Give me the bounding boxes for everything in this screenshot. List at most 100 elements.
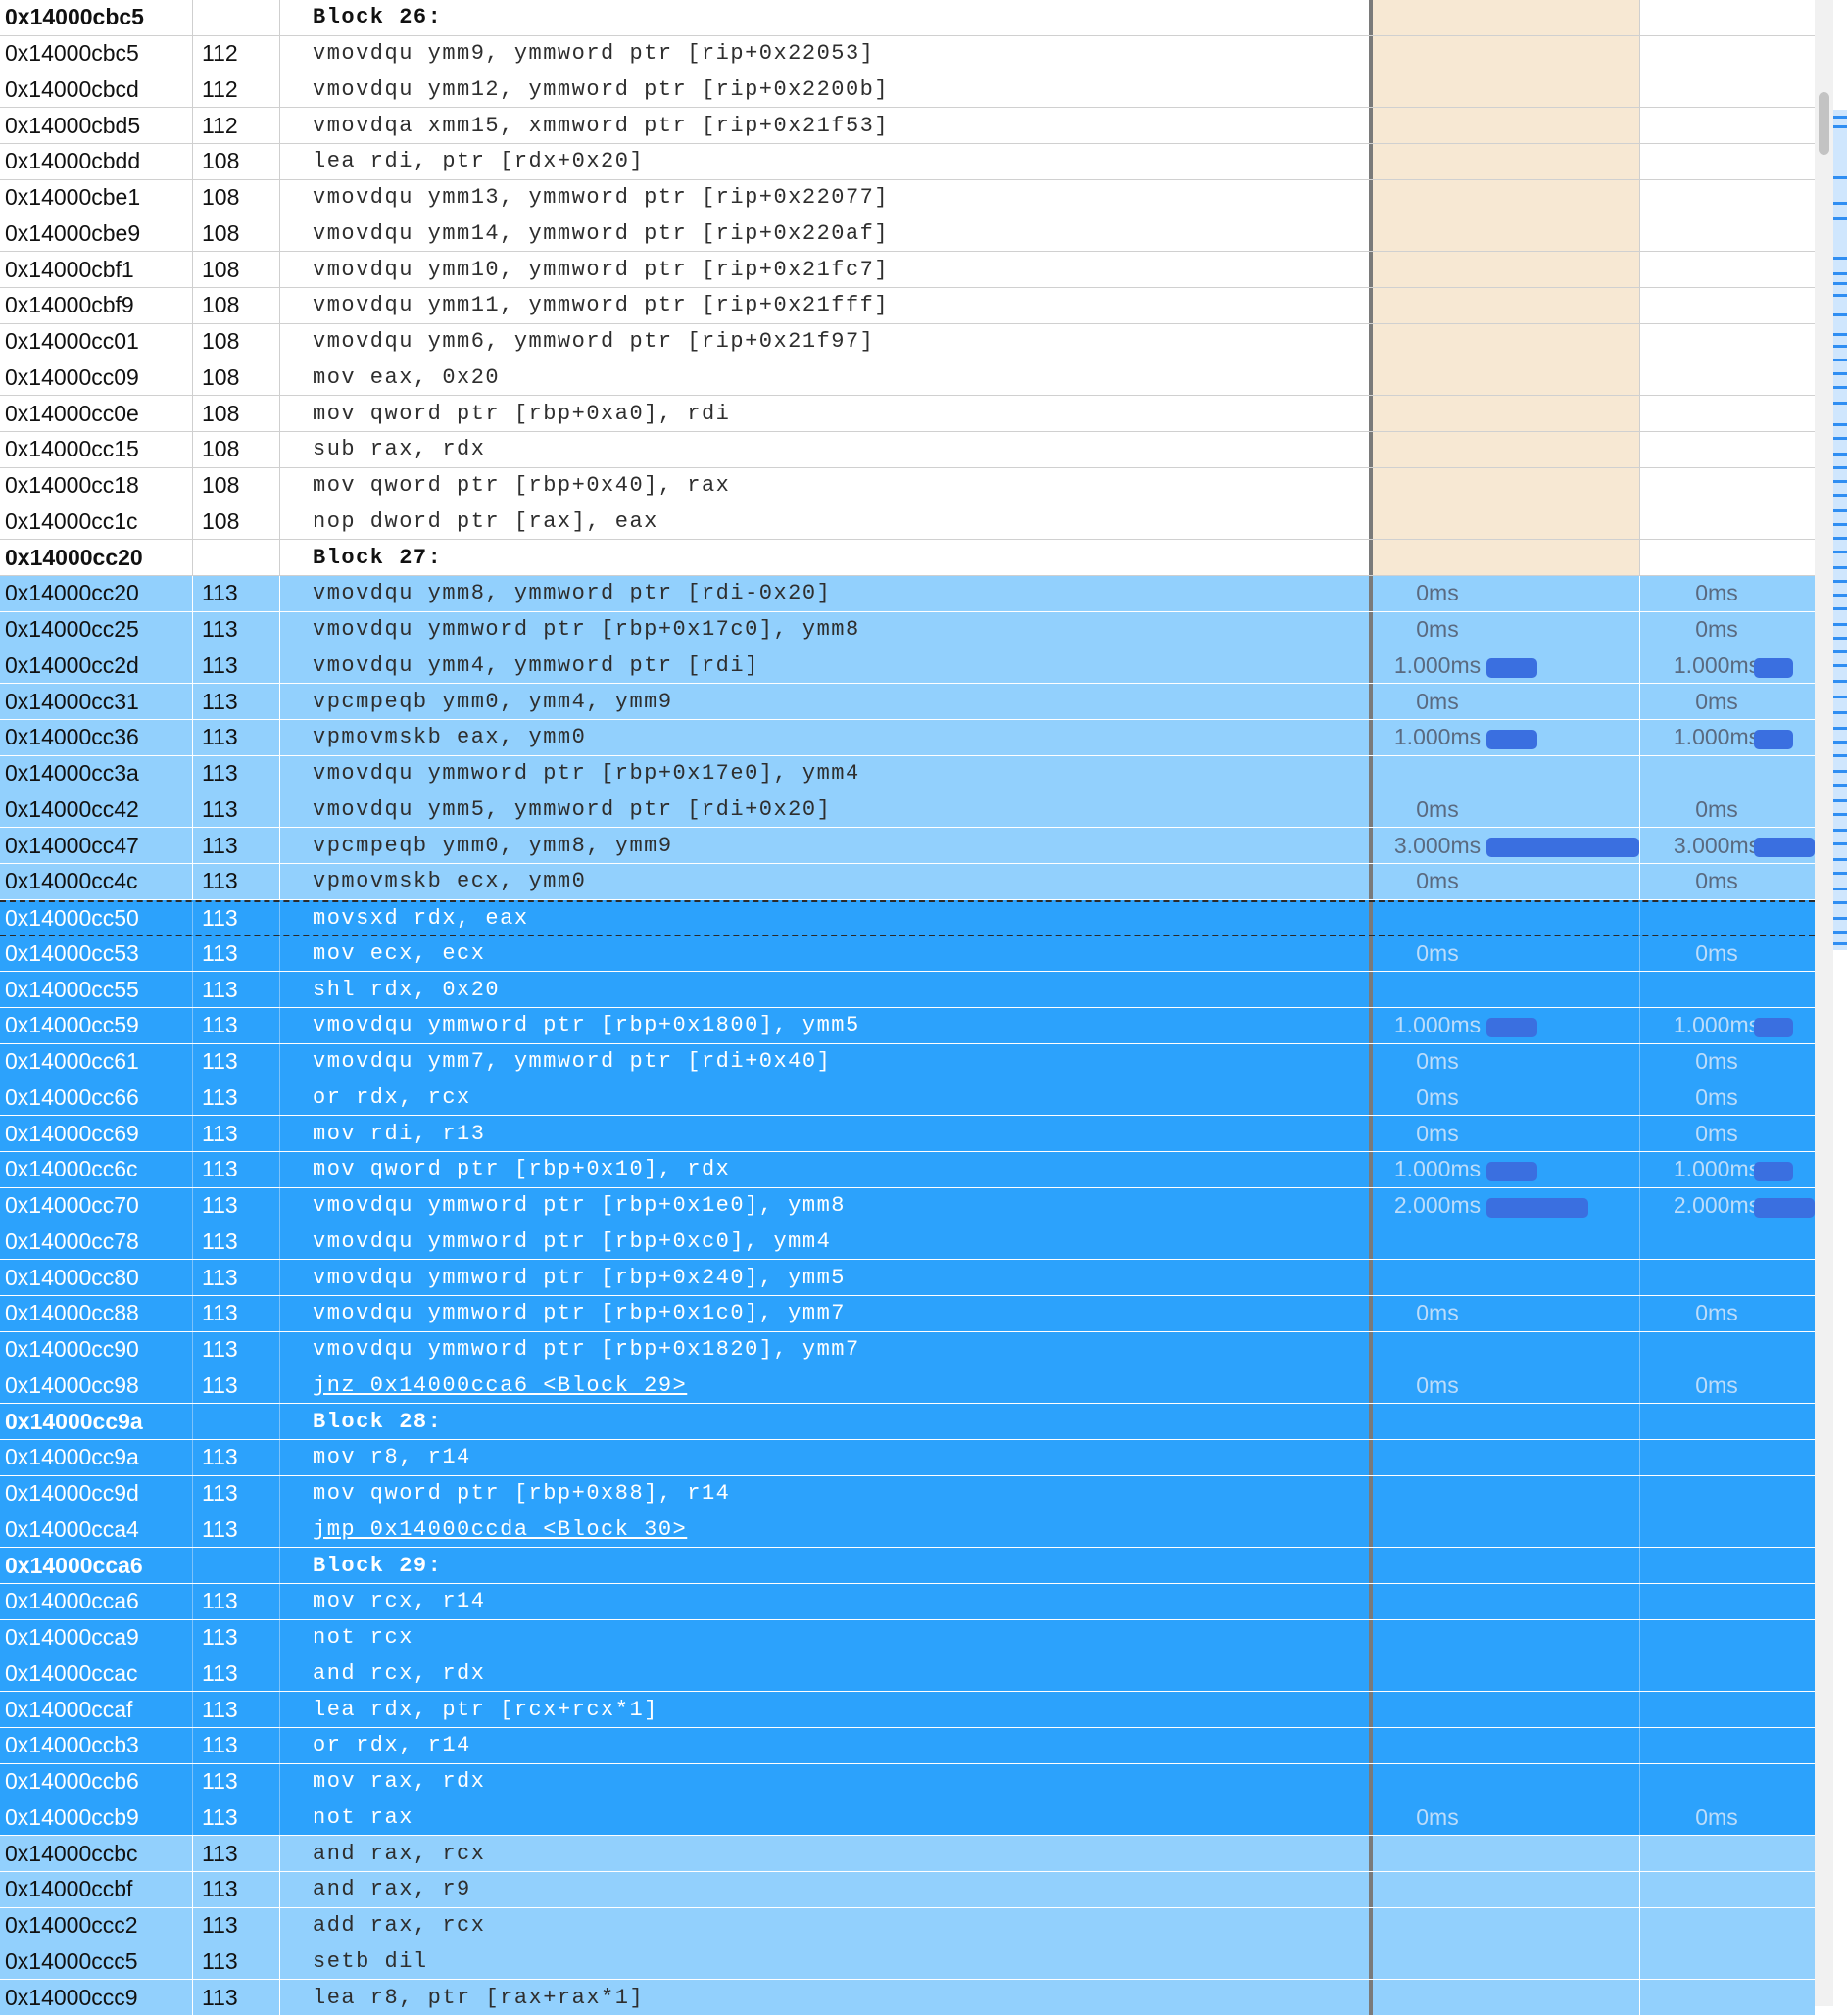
instruction-row[interactable]: 0x14000cbc5 112 vmovdqu ymm9, ymmword ptr … bbox=[0, 35, 1815, 72]
vertical-scrollbar[interactable] bbox=[1815, 0, 1833, 2006]
instruction-row[interactable]: 0x14000ccaf 113 lea rdx, ptr [rcx+rcx*1] bbox=[0, 1692, 1815, 1728]
time-value: 0ms bbox=[1695, 1371, 1738, 1398]
minimap-marker bbox=[1833, 931, 1847, 934]
block-header-row[interactable]: 0x14000cbc5 Block 26: bbox=[0, 0, 1815, 36]
minimap-marker bbox=[1833, 917, 1847, 920]
instruction-row[interactable]: 0x14000cbe1 108 vmovdqu ymm13, ymmword ptr… bbox=[0, 179, 1815, 216]
instruction-row[interactable]: 0x14000cc70 113 vmovdqu ymmword ptr [rbp+0… bbox=[0, 1187, 1815, 1224]
instruction-row[interactable]: 0x14000cbe9 108 vmovdqu ymm14, ymmword ptr… bbox=[0, 216, 1815, 253]
instruction-row[interactable]: 0x14000ccbf 113 and rax, r9 bbox=[0, 1872, 1815, 1908]
total-time-cell bbox=[1640, 1548, 1815, 1583]
self-time-cell bbox=[1369, 288, 1640, 323]
self-time-cell bbox=[1369, 901, 1640, 935]
source-line-cell: 113 bbox=[193, 1187, 280, 1224]
block-header-row[interactable]: 0x14000cc20 Block 27: bbox=[0, 540, 1815, 576]
instruction-row[interactable]: 0x14000cc61 113 vmovdqu ymm7, ymmword ptr … bbox=[0, 1043, 1815, 1080]
instruction-row[interactable]: 0x14000cc50 113 movsxd rdx, eax bbox=[0, 899, 1815, 936]
total-time-cell bbox=[1640, 432, 1815, 467]
minimap-marker bbox=[1833, 372, 1847, 375]
instruction-row[interactable]: 0x14000ccc2 113 add rax, rcx bbox=[0, 1907, 1815, 1944]
instruction-row[interactable]: 0x14000cc4c 113 vpmovmskb ecx, ymm0 0ms 0ms bbox=[0, 864, 1815, 900]
minimap-marker bbox=[1833, 650, 1847, 653]
self-time-cell bbox=[1369, 396, 1640, 431]
block-header-row[interactable]: 0x14000cca6 Block 29: bbox=[0, 1548, 1815, 1584]
time-value: 0ms bbox=[1695, 1803, 1738, 1830]
instruction-row[interactable]: 0x14000cc18 108 mov qword ptr [rbp+0x40], … bbox=[0, 467, 1815, 504]
instruction-row[interactable]: 0x14000cc98 113 jnz 0x14000cca6 <Block 29>… bbox=[0, 1368, 1815, 1405]
instruction-row[interactable]: 0x14000cca6 113 mov rcx, r14 bbox=[0, 1584, 1815, 1620]
block-header-row[interactable]: 0x14000cc9a Block 28: bbox=[0, 1404, 1815, 1440]
instruction-row[interactable]: 0x14000cbdd 108 lea rdi, ptr [rdx+0x20] bbox=[0, 144, 1815, 180]
instruction-row[interactable]: 0x14000cc20 113 vmovdqu ymm8, ymmword ptr … bbox=[0, 576, 1815, 612]
instruction-row[interactable]: 0x14000cc1c 108 nop dword ptr [rax], eax bbox=[0, 504, 1815, 541]
source-line-cell bbox=[193, 540, 280, 575]
instruction-row[interactable]: 0x14000cc53 113 mov ecx, ecx 0ms 0ms bbox=[0, 936, 1815, 973]
jump-target-link[interactable]: jnz 0x14000cca6 <Block 29> bbox=[313, 1372, 688, 1398]
time-bar bbox=[1754, 657, 1793, 678]
instruction-row[interactable]: 0x14000cc01 108 vmovdqu ymm6, ymmword ptr … bbox=[0, 323, 1815, 360]
instruction-row[interactable]: 0x14000cca9 113 not rcx bbox=[0, 1619, 1815, 1656]
instruction-cell: vpcmpeqb ymm0, ymm8, ymm9 bbox=[313, 833, 673, 858]
instruction-row[interactable]: 0x14000cc25 113 vmovdqu ymmword ptr [rbp+0… bbox=[0, 611, 1815, 648]
self-time-cell bbox=[1369, 108, 1640, 143]
source-line-cell: 113 bbox=[193, 1872, 280, 1907]
instruction-cell: setb dil bbox=[313, 1948, 428, 1974]
instruction-row[interactable]: 0x14000cc88 113 vmovdqu ymmword ptr [rbp+0… bbox=[0, 1296, 1815, 1332]
instruction-row[interactable]: 0x14000cc90 113 vmovdqu ymmword ptr [rbp+0… bbox=[0, 1331, 1815, 1368]
instruction-row[interactable]: 0x14000ccb9 113 not rax 0ms 0ms bbox=[0, 1800, 1815, 1837]
instruction-row[interactable]: 0x14000cc09 108 mov eax, 0x20 bbox=[0, 360, 1815, 397]
instruction-row[interactable]: 0x14000ccbc 113 and rax, rcx bbox=[0, 1836, 1815, 1872]
instruction-row[interactable]: 0x14000cc36 113 vpmovmskb eax, ymm0 1.000ms… bbox=[0, 720, 1815, 756]
minimap-marker bbox=[1833, 423, 1847, 426]
instruction-row[interactable]: 0x14000cbf9 108 vmovdqu ymm11, ymmword ptr… bbox=[0, 288, 1815, 324]
instruction-row[interactable]: 0x14000cc6c 113 mov qword ptr [rbp+0x10], … bbox=[0, 1152, 1815, 1188]
address-cell: 0x14000cc18 bbox=[0, 467, 193, 504]
instruction-row[interactable]: 0x14000ccb3 113 or rdx, r14 bbox=[0, 1728, 1815, 1764]
self-time-cell bbox=[1369, 72, 1640, 108]
total-time-cell: 0ms bbox=[1640, 1116, 1815, 1151]
total-time-cell: 0ms bbox=[1640, 1080, 1815, 1116]
source-line-cell: 113 bbox=[193, 1475, 280, 1512]
instruction-cell: vmovdqu ymm4, ymmword ptr [rdi] bbox=[313, 652, 759, 678]
instruction-row[interactable]: 0x14000ccac 113 and rcx, rdx bbox=[0, 1656, 1815, 1693]
overview-minimap[interactable] bbox=[1833, 0, 1847, 2006]
instruction-row[interactable]: 0x14000cc80 113 vmovdqu ymmword ptr [rbp+0… bbox=[0, 1260, 1815, 1296]
minimap-marker bbox=[1833, 333, 1847, 336]
instruction-row[interactable]: 0x14000cbcd 112 vmovdqu ymm12, ymmword ptr… bbox=[0, 72, 1815, 109]
instruction-row[interactable]: 0x14000cc9d 113 mov qword ptr [rbp+0x88], … bbox=[0, 1475, 1815, 1512]
self-time-cell bbox=[1369, 216, 1640, 252]
time-value: 1.000ms bbox=[1673, 651, 1761, 678]
instruction-row[interactable]: 0x14000cc0e 108 mov qword ptr [rbp+0xa0], … bbox=[0, 396, 1815, 432]
minimap-viewport[interactable] bbox=[1833, 110, 1847, 950]
instruction-row[interactable]: 0x14000cc47 113 vpcmpeqb ymm0, ymm8, ymm9 3… bbox=[0, 828, 1815, 864]
instruction-row[interactable]: 0x14000cc15 108 sub rax, rdx bbox=[0, 432, 1815, 468]
instruction-row[interactable]: 0x14000cc3a 113 vmovdqu ymmword ptr [rbp+0… bbox=[0, 755, 1815, 792]
instruction-row[interactable]: 0x14000ccc9 113 lea r8, ptr [rax+rax*1] bbox=[0, 1980, 1815, 2016]
instruction-row[interactable]: 0x14000cc9a 113 mov r8, r14 bbox=[0, 1440, 1815, 1476]
time-value: 0ms bbox=[1416, 1300, 1459, 1326]
self-time-cell: 0ms bbox=[1369, 1116, 1640, 1151]
instruction-row[interactable]: 0x14000cc42 113 vmovdqu ymm5, ymmword ptr … bbox=[0, 792, 1815, 829]
instruction-row[interactable]: 0x14000cbf1 108 vmovdqu ymm10, ymmword ptr… bbox=[0, 252, 1815, 288]
total-time-cell bbox=[1640, 1440, 1815, 1475]
source-line-cell: 113 bbox=[193, 1331, 280, 1368]
minimap-marker bbox=[1833, 680, 1847, 683]
instruction-row[interactable]: 0x14000cc2d 113 vmovdqu ymm4, ymmword ptr … bbox=[0, 648, 1815, 685]
instruction-row[interactable]: 0x14000cca4 113 jmp 0x14000ccda <Block 30> bbox=[0, 1512, 1815, 1549]
instruction-row[interactable]: 0x14000cc66 113 or rdx, rcx 0ms 0ms bbox=[0, 1080, 1815, 1117]
instruction-row[interactable]: 0x14000ccb6 113 mov rax, rdx bbox=[0, 1763, 1815, 1800]
jump-target-link[interactable]: jmp 0x14000ccda <Block 30> bbox=[313, 1516, 688, 1542]
scrollbar-thumb[interactable] bbox=[1819, 92, 1829, 155]
instruction-row[interactable]: 0x14000cc78 113 vmovdqu ymmword ptr [rbp+0… bbox=[0, 1224, 1815, 1261]
instruction-row[interactable]: 0x14000cc55 113 shl rdx, 0x20 bbox=[0, 972, 1815, 1008]
address-cell: 0x14000cbf1 bbox=[0, 252, 193, 287]
instruction-row[interactable]: 0x14000cbd5 112 vmovdqa xmm15, xmmword ptr… bbox=[0, 108, 1815, 144]
total-time-cell bbox=[1640, 360, 1815, 396]
total-time-cell bbox=[1640, 324, 1815, 360]
instruction-row[interactable]: 0x14000cc59 113 vmovdqu ymmword ptr [rbp+0… bbox=[0, 1008, 1815, 1044]
instruction-row[interactable]: 0x14000cc69 113 mov rdi, r13 0ms 0ms bbox=[0, 1116, 1815, 1152]
instruction-row[interactable]: 0x14000ccc5 113 setb dil bbox=[0, 1944, 1815, 1981]
instruction-cell: nop dword ptr [rax], eax bbox=[313, 508, 658, 534]
instruction-row[interactable]: 0x14000cc31 113 vpcmpeqb ymm0, ymm4, ymm9 0… bbox=[0, 684, 1815, 720]
source-line-cell bbox=[193, 1404, 280, 1439]
